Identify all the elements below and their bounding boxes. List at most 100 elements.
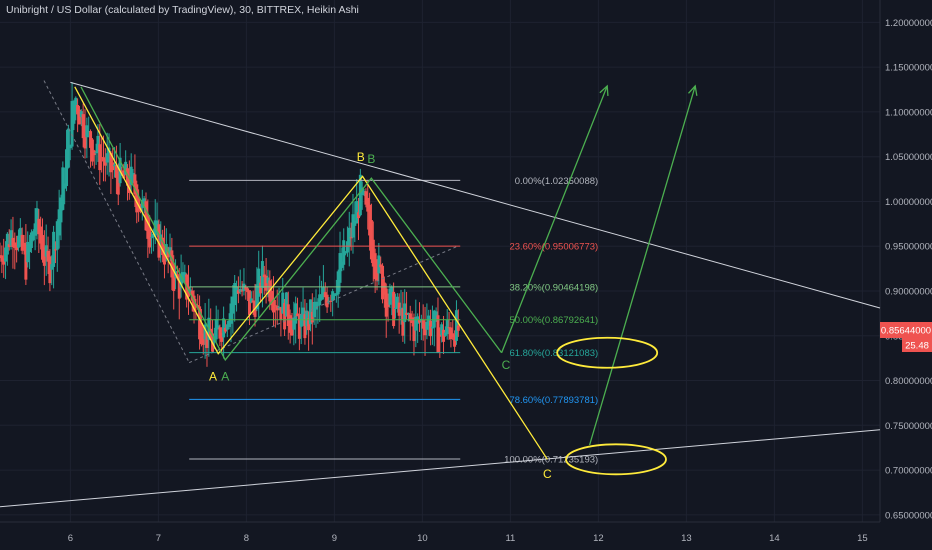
candle-body	[83, 126, 87, 149]
green-arrow-head	[599, 84, 609, 96]
candle-body	[329, 300, 333, 302]
candle-body	[96, 135, 100, 153]
y-tick-label: 1.20000000	[885, 18, 932, 29]
candle-body	[79, 111, 83, 118]
candle-body	[4, 247, 8, 262]
candle-body	[59, 197, 63, 223]
candle-body	[327, 300, 331, 302]
candle-body	[199, 322, 203, 345]
wave-label: C	[502, 358, 511, 372]
candle-body	[188, 289, 192, 292]
candle-body	[308, 299, 312, 325]
yellow-abc-wave	[74, 86, 548, 460]
candle-body	[103, 159, 107, 166]
candle-body	[279, 307, 283, 320]
candle-body	[323, 292, 327, 298]
candle-body	[231, 296, 235, 314]
fib-level-label: 61.80%(0.83121083)	[509, 348, 598, 359]
candle-body	[170, 250, 174, 278]
candle-body	[310, 311, 314, 323]
candle-body	[273, 305, 277, 307]
candle-body	[135, 184, 139, 213]
candle-body	[48, 256, 52, 284]
candle-body	[440, 324, 444, 336]
candle-body	[65, 149, 69, 187]
trendline	[70, 81, 881, 309]
candle-body	[122, 170, 126, 179]
candle-body	[90, 139, 94, 162]
candle-body	[87, 130, 91, 132]
candle-body	[63, 183, 67, 189]
candle-body	[124, 161, 128, 175]
candle-body	[294, 303, 298, 324]
candle-body	[390, 287, 394, 297]
candle-body	[334, 293, 338, 296]
candle-body	[272, 298, 276, 313]
candle-body	[429, 320, 433, 337]
candle-body	[286, 304, 290, 327]
candle-body	[20, 234, 24, 251]
candle-body	[408, 313, 412, 322]
y-tick-label: 0.80000000	[885, 376, 932, 387]
candle-body	[192, 295, 196, 312]
y-tick-label: 0.75000000	[885, 421, 932, 432]
candle-body	[292, 317, 296, 330]
candle-body	[453, 335, 457, 347]
y-tick-label: 1.05000000	[885, 152, 932, 163]
y-tick-label: 0.95000000	[885, 242, 932, 253]
candle-body	[142, 198, 146, 205]
candle-body	[275, 305, 279, 311]
candle-body	[222, 318, 226, 338]
candle-body	[246, 288, 250, 293]
candle-body	[236, 290, 240, 294]
candle-body	[205, 331, 209, 348]
candle-body	[345, 241, 349, 253]
candle-body	[148, 227, 152, 248]
candle-body	[77, 109, 81, 125]
candle-body	[388, 288, 392, 305]
candle-body	[76, 105, 80, 115]
candle-body	[247, 290, 251, 315]
volume-value: 25.48	[905, 340, 929, 351]
candle-body	[186, 287, 190, 297]
candle-body	[181, 272, 185, 282]
candle-body	[447, 327, 451, 329]
candle-body	[399, 307, 403, 310]
candle-body	[316, 304, 320, 306]
dotted-channel-line	[43, 80, 190, 363]
candle-body	[50, 264, 54, 270]
candle-body	[229, 303, 233, 324]
candle-body	[432, 310, 436, 328]
candle-body	[368, 204, 372, 236]
candle-body	[281, 292, 285, 314]
candle-body	[238, 289, 242, 292]
candle-body	[225, 324, 229, 330]
candle-body	[172, 263, 176, 291]
candle-body	[401, 308, 405, 336]
highlight-ellipse	[556, 336, 659, 369]
candle-body	[0, 255, 4, 262]
candle-body	[360, 187, 364, 195]
candle-body	[114, 165, 118, 178]
y-tick-label: 0.90000000	[885, 286, 932, 297]
candle-body	[257, 268, 261, 297]
candle-body	[109, 152, 113, 173]
volume-badge	[902, 337, 932, 352]
candle-body	[227, 320, 231, 328]
fib-level-label: 78.60%(0.77893781)	[509, 395, 598, 406]
candle-body	[157, 224, 161, 258]
candle-body	[5, 233, 9, 255]
candle-body	[203, 324, 207, 340]
candle-body	[405, 312, 409, 315]
candle-body	[111, 162, 115, 171]
highlight-ellipse	[565, 443, 667, 476]
x-tick-label: 13	[681, 533, 692, 544]
candle-body	[321, 287, 325, 297]
fib-level-label: 100.00%(0.71235193)	[504, 455, 598, 466]
candle-body	[13, 242, 17, 248]
candle-body	[438, 333, 442, 337]
candle-body	[155, 220, 159, 228]
candle-body	[31, 231, 35, 241]
candle-body	[266, 277, 270, 284]
